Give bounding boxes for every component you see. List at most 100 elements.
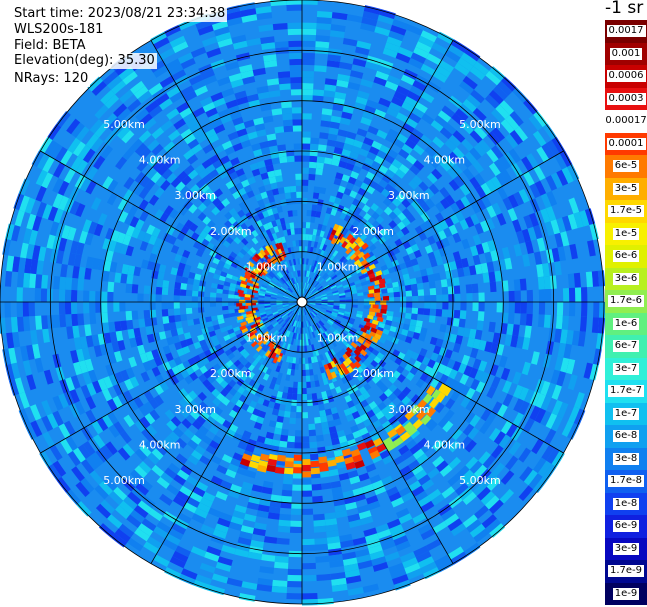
ppi-cell: [222, 289, 229, 295]
ppi-cell: [264, 303, 271, 306]
ppi-cell: [373, 308, 381, 313]
ppi-cell: [292, 320, 296, 327]
ppi-cell: [197, 202, 207, 213]
ppi-cell: [203, 370, 212, 379]
ppi-cell: [403, 421, 414, 432]
ppi-cell: [354, 179, 364, 188]
ppi-cell: [236, 225, 245, 234]
ppi-cell: [249, 413, 259, 422]
ppi-cell: [191, 302, 198, 308]
ppi-cell: [190, 46, 207, 58]
ppi-cell: [332, 367, 339, 376]
ppi-cell: [449, 213, 460, 225]
ppi-cell: [556, 169, 569, 186]
ppi-cell: [108, 490, 124, 506]
ppi-cell: [459, 80, 474, 95]
ppi-cell: [215, 164, 226, 175]
ppi-cell: [367, 446, 379, 456]
ppi-cell: [252, 408, 261, 417]
ppi-cell: [176, 347, 185, 357]
ppi-cell: [319, 243, 325, 250]
ppi-cell: [261, 317, 269, 322]
ppi-cell: [59, 378, 70, 394]
ppi-cell: [302, 562, 316, 570]
ppi-cell: [114, 371, 125, 384]
ppi-cell: [154, 209, 164, 220]
ppi-cell: [93, 345, 103, 358]
ppi-cell: [323, 90, 336, 98]
ppi-cell: [334, 329, 341, 336]
radar-center-dot: [296, 296, 308, 308]
ppi-cell: [336, 225, 344, 233]
ppi-cell: [145, 424, 158, 437]
ppi-cell: [332, 223, 340, 231]
ppi-cell: [371, 434, 382, 444]
ppi-cell: [424, 244, 434, 254]
ppi-cell: [310, 137, 320, 145]
ppi-cell: [183, 149, 195, 161]
ppi-cell: [435, 392, 446, 403]
ppi-cell: [448, 224, 458, 236]
ppi-cell: [408, 324, 416, 333]
ppi-cell: [269, 317, 276, 323]
ppi-cell: [41, 274, 49, 289]
ppi-cell: [257, 252, 265, 259]
ppi-cell: [411, 289, 419, 297]
ppi-cell: [276, 304, 283, 307]
ppi-cell: [273, 286, 280, 291]
ppi-cell: [95, 503, 112, 519]
ppi-cell: [429, 258, 438, 268]
ppi-cell: [488, 89, 504, 105]
ppi-cell: [489, 281, 497, 293]
ppi-cell: [474, 222, 484, 235]
ppi-cell: [363, 382, 372, 392]
ppi-cell: [574, 287, 582, 302]
ppi-cell: [344, 137, 355, 146]
ppi-cell: [450, 523, 467, 537]
ppi-cell: [300, 327, 302, 334]
ppi-cell: [176, 268, 184, 277]
ppi-cell: [271, 157, 281, 165]
ppi-cell: [382, 268, 390, 276]
ppi-cell: [255, 266, 262, 273]
ppi-cell: [101, 388, 113, 402]
ppi-cell: [277, 237, 283, 245]
ppi-cell: [314, 349, 320, 356]
ppi-cell: [302, 436, 310, 443]
ppi-cell: [277, 280, 283, 286]
azimuth-spoke: [150, 301, 303, 564]
ppi-cell: [546, 190, 558, 207]
ppi-cell: [406, 90, 421, 102]
ppi-cell: [475, 243, 485, 255]
ppi-cell: [279, 327, 285, 334]
ppi-cell: [320, 120, 331, 128]
ppi-cell: [256, 416, 265, 425]
ppi-cell: [342, 360, 350, 368]
ppi-cell: [521, 228, 531, 243]
ppi-cell: [473, 61, 490, 76]
ppi-cell: [328, 327, 335, 333]
ppi-cell: [220, 388, 229, 398]
ppi-cell: [333, 320, 340, 326]
ppi-cell: [208, 113, 221, 124]
ppi-cell: [287, 247, 292, 254]
ppi-cell: [307, 292, 313, 297]
ppi-cell: [311, 483, 322, 491]
ppi-cell: [224, 375, 233, 384]
ppi-cell: [240, 70, 254, 79]
ppi-cell: [363, 305, 370, 310]
ppi-cell: [513, 191, 525, 206]
ppi-cell: [168, 235, 177, 245]
ppi-cell: [168, 528, 184, 541]
ppi-cell: [368, 146, 380, 156]
ppi-cell: [450, 390, 461, 402]
ppi-cell: [121, 130, 135, 144]
ppi-cell: [222, 160, 233, 170]
colorbar-item: 6e-5: [605, 155, 647, 178]
ppi-cell: [280, 434, 288, 442]
ppi-cell: [505, 133, 519, 149]
ppi-cell: [302, 454, 311, 461]
ppi-cell: [164, 24, 182, 37]
ppi-cell: [26, 374, 37, 391]
colorbar-label: 3e-8: [612, 452, 640, 465]
